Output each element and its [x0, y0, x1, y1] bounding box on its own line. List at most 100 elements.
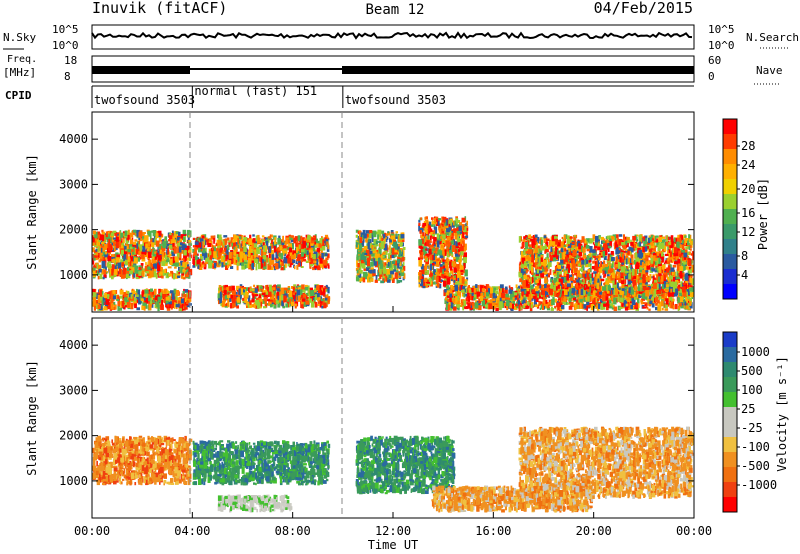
scatter-cell [159, 267, 163, 271]
scatter-cell [399, 275, 401, 278]
scatter-cell [283, 248, 287, 251]
scatter-cell [130, 246, 133, 249]
scatter-cell [141, 304, 144, 308]
scatter-cell [208, 241, 212, 244]
scatter-cell [393, 234, 397, 238]
scatter-cell [373, 258, 377, 265]
scatter-cell [238, 236, 241, 240]
scatter-cell [175, 262, 179, 267]
scatter-cell [157, 272, 160, 275]
scatter-cell [92, 276, 96, 279]
scatter-cell [166, 304, 170, 307]
scatter-cell [310, 294, 313, 299]
scatter-cell [454, 275, 456, 279]
scatter-cell [185, 271, 187, 274]
scatter-cell [545, 299, 548, 304]
scatter-cell [92, 242, 95, 246]
scatter-cell [201, 248, 203, 251]
scatter-cell [399, 266, 402, 270]
scatter-cell [129, 266, 133, 271]
scatter-cell [431, 218, 434, 221]
scatter-cell [600, 303, 604, 310]
scatter-cell [123, 235, 128, 238]
scatter-cell [251, 260, 255, 265]
scatter-cell [369, 269, 373, 274]
scatter-cell [175, 290, 180, 296]
scatter-cell [176, 270, 180, 276]
scatter-cell [387, 262, 390, 267]
scatter-cell [134, 257, 138, 264]
scatter-cell [154, 251, 157, 254]
scatter-cell [490, 287, 494, 294]
scatter-cell [284, 240, 287, 246]
scatter-cell [233, 294, 236, 302]
scatter-cell [162, 241, 167, 249]
scatter-cell [595, 298, 598, 303]
scatter-cell [396, 248, 399, 252]
scatter-cell [188, 245, 191, 250]
scatter-cell [454, 285, 458, 292]
scatter-cell [252, 294, 255, 301]
scatter-cell [101, 244, 106, 247]
scatter-cell [234, 241, 237, 248]
scatter-cell [467, 303, 470, 309]
scatter-cell [231, 298, 236, 304]
scatter-cell [252, 255, 255, 260]
scatter-cell [269, 234, 272, 240]
scatter-cell [120, 275, 125, 279]
scatter-cell [171, 260, 175, 267]
scatter-cell [142, 300, 146, 304]
scatter-cell [310, 301, 315, 308]
scatter-cell [150, 268, 152, 273]
scatter-cell [182, 237, 186, 242]
scatter-cell [380, 280, 385, 284]
scatter-cell [445, 240, 450, 244]
scatter-cell [182, 262, 186, 267]
scatter-cell [371, 235, 374, 243]
scatter-cell [254, 258, 258, 263]
scatter-cell [174, 266, 177, 269]
scatter-cell [176, 253, 180, 258]
scatter-cell [101, 241, 105, 245]
scatter-cell [168, 239, 172, 242]
scatter-cell [139, 230, 143, 236]
scatter-cell [237, 256, 240, 262]
scatter-cell [382, 274, 385, 279]
scatter-cell [170, 290, 174, 294]
scatter-cell [550, 306, 553, 310]
scatter-cell [127, 234, 130, 240]
scatter-cell [476, 288, 479, 292]
scatter-cell [255, 235, 258, 242]
scatter-cell [105, 299, 110, 305]
scatter-cell [119, 269, 123, 276]
scatter-cell [269, 304, 273, 308]
scatter-cell [397, 263, 399, 268]
scatter-cell [194, 241, 199, 245]
date-title: 04/Feb/2015 [594, 0, 693, 17]
scatter-cell [403, 265, 406, 271]
scatter-cell [370, 261, 374, 267]
scatter-cell [323, 288, 326, 295]
scatter-cell [418, 219, 421, 223]
scatter-cell [138, 251, 142, 256]
scatter-cell [418, 260, 423, 267]
scatter-cell [195, 237, 197, 242]
scatter-cell [140, 250, 143, 255]
scatter-cell [151, 296, 154, 303]
scatter-cell [99, 234, 103, 241]
scatter-cell [99, 273, 103, 280]
scatter-cell [107, 252, 110, 257]
scatter-cell [592, 260, 596, 264]
scatter-cell [136, 257, 140, 262]
scatter-cell [530, 304, 533, 309]
scatter-cell [235, 285, 240, 291]
scatter-cell [300, 266, 304, 268]
scatter-cell [319, 248, 324, 251]
scatter-cell [258, 296, 262, 303]
scatter-cell [259, 246, 263, 250]
scatter-cell [300, 252, 304, 257]
scatter-cell [161, 290, 164, 297]
scatter-cell [253, 284, 256, 288]
scatter-cell [452, 306, 457, 311]
